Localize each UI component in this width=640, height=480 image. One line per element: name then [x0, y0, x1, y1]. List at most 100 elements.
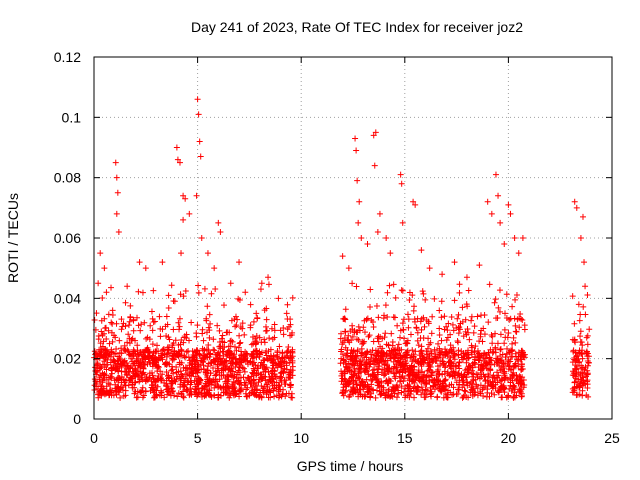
data-point	[578, 362, 585, 369]
data-point	[474, 347, 481, 354]
data-point	[278, 378, 285, 385]
data-point	[369, 372, 376, 379]
data-point	[230, 383, 237, 390]
data-point	[571, 356, 578, 363]
data-point	[208, 290, 215, 297]
data-point	[575, 301, 582, 308]
data-point	[159, 347, 166, 354]
data-point	[451, 297, 458, 304]
data-point	[142, 265, 149, 272]
data-point	[188, 319, 195, 326]
data-point	[508, 375, 515, 382]
data-point	[91, 376, 98, 383]
data-point	[340, 339, 347, 346]
data-point	[284, 326, 291, 333]
data-point	[436, 370, 443, 377]
data-point	[509, 346, 516, 353]
data-point	[481, 311, 488, 318]
data-point	[99, 343, 106, 350]
data-point	[468, 384, 475, 391]
data-point	[164, 360, 171, 367]
x-tick-label: 0	[90, 430, 98, 446]
data-point	[289, 394, 296, 401]
data-point	[456, 324, 463, 331]
data-point	[474, 313, 481, 320]
data-point	[479, 366, 486, 373]
data-point	[188, 388, 195, 395]
data-point	[581, 259, 588, 266]
data-point	[359, 338, 366, 345]
data-point	[108, 375, 115, 382]
data-point	[579, 387, 586, 394]
data-point	[407, 331, 414, 338]
data-point	[287, 382, 294, 389]
data-point	[232, 313, 239, 320]
data-point	[259, 387, 266, 394]
data-point	[163, 382, 170, 389]
data-point	[401, 335, 408, 342]
data-point	[166, 336, 173, 343]
data-point	[582, 283, 589, 290]
data-point	[483, 352, 490, 359]
data-point	[277, 358, 284, 365]
data-point	[418, 391, 425, 398]
data-point	[185, 348, 192, 355]
data-point	[351, 327, 358, 334]
data-point	[253, 347, 260, 354]
data-point	[350, 384, 357, 391]
data-point	[519, 235, 526, 241]
data-point	[116, 337, 123, 344]
data-point	[96, 391, 103, 398]
data-point	[444, 334, 451, 341]
data-point	[407, 391, 414, 398]
data-point	[394, 322, 401, 329]
data-point	[234, 369, 241, 376]
data-point	[569, 293, 576, 300]
data-point	[269, 365, 276, 372]
data-point	[515, 250, 522, 257]
data-point	[399, 219, 406, 226]
data-point	[519, 316, 526, 323]
data-point	[143, 335, 150, 342]
data-point	[124, 283, 131, 290]
data-point	[142, 388, 149, 395]
data-point	[138, 374, 145, 381]
data-point	[342, 387, 349, 394]
data-point	[357, 386, 364, 393]
data-point	[246, 392, 253, 399]
y-tick-label: 0.08	[54, 170, 81, 186]
data-point	[408, 362, 415, 369]
data-point	[123, 371, 130, 378]
data-point	[511, 372, 518, 379]
data-point	[493, 355, 500, 362]
data-point	[496, 287, 503, 294]
data-point	[495, 304, 502, 311]
data-point	[366, 363, 373, 370]
data-point	[133, 394, 140, 401]
data-point	[270, 352, 277, 359]
data-point	[268, 325, 275, 332]
data-point	[110, 392, 117, 399]
data-point	[358, 379, 365, 386]
data-point	[222, 358, 229, 365]
data-point	[218, 367, 225, 374]
data-point	[207, 359, 214, 366]
data-point	[210, 336, 217, 343]
data-point	[574, 357, 581, 364]
data-point	[499, 366, 506, 373]
data-point	[579, 213, 586, 220]
data-point	[383, 235, 390, 241]
data-point	[402, 340, 409, 347]
data-point	[584, 384, 591, 391]
data-point	[117, 384, 124, 391]
data-point	[98, 349, 105, 356]
data-point	[390, 365, 397, 372]
data-point	[423, 391, 430, 398]
data-points	[91, 96, 593, 401]
data-point	[94, 367, 101, 374]
data-point	[474, 392, 481, 399]
data-point	[280, 324, 287, 331]
data-point	[180, 293, 187, 300]
data-point	[95, 280, 102, 287]
data-point	[237, 323, 244, 330]
